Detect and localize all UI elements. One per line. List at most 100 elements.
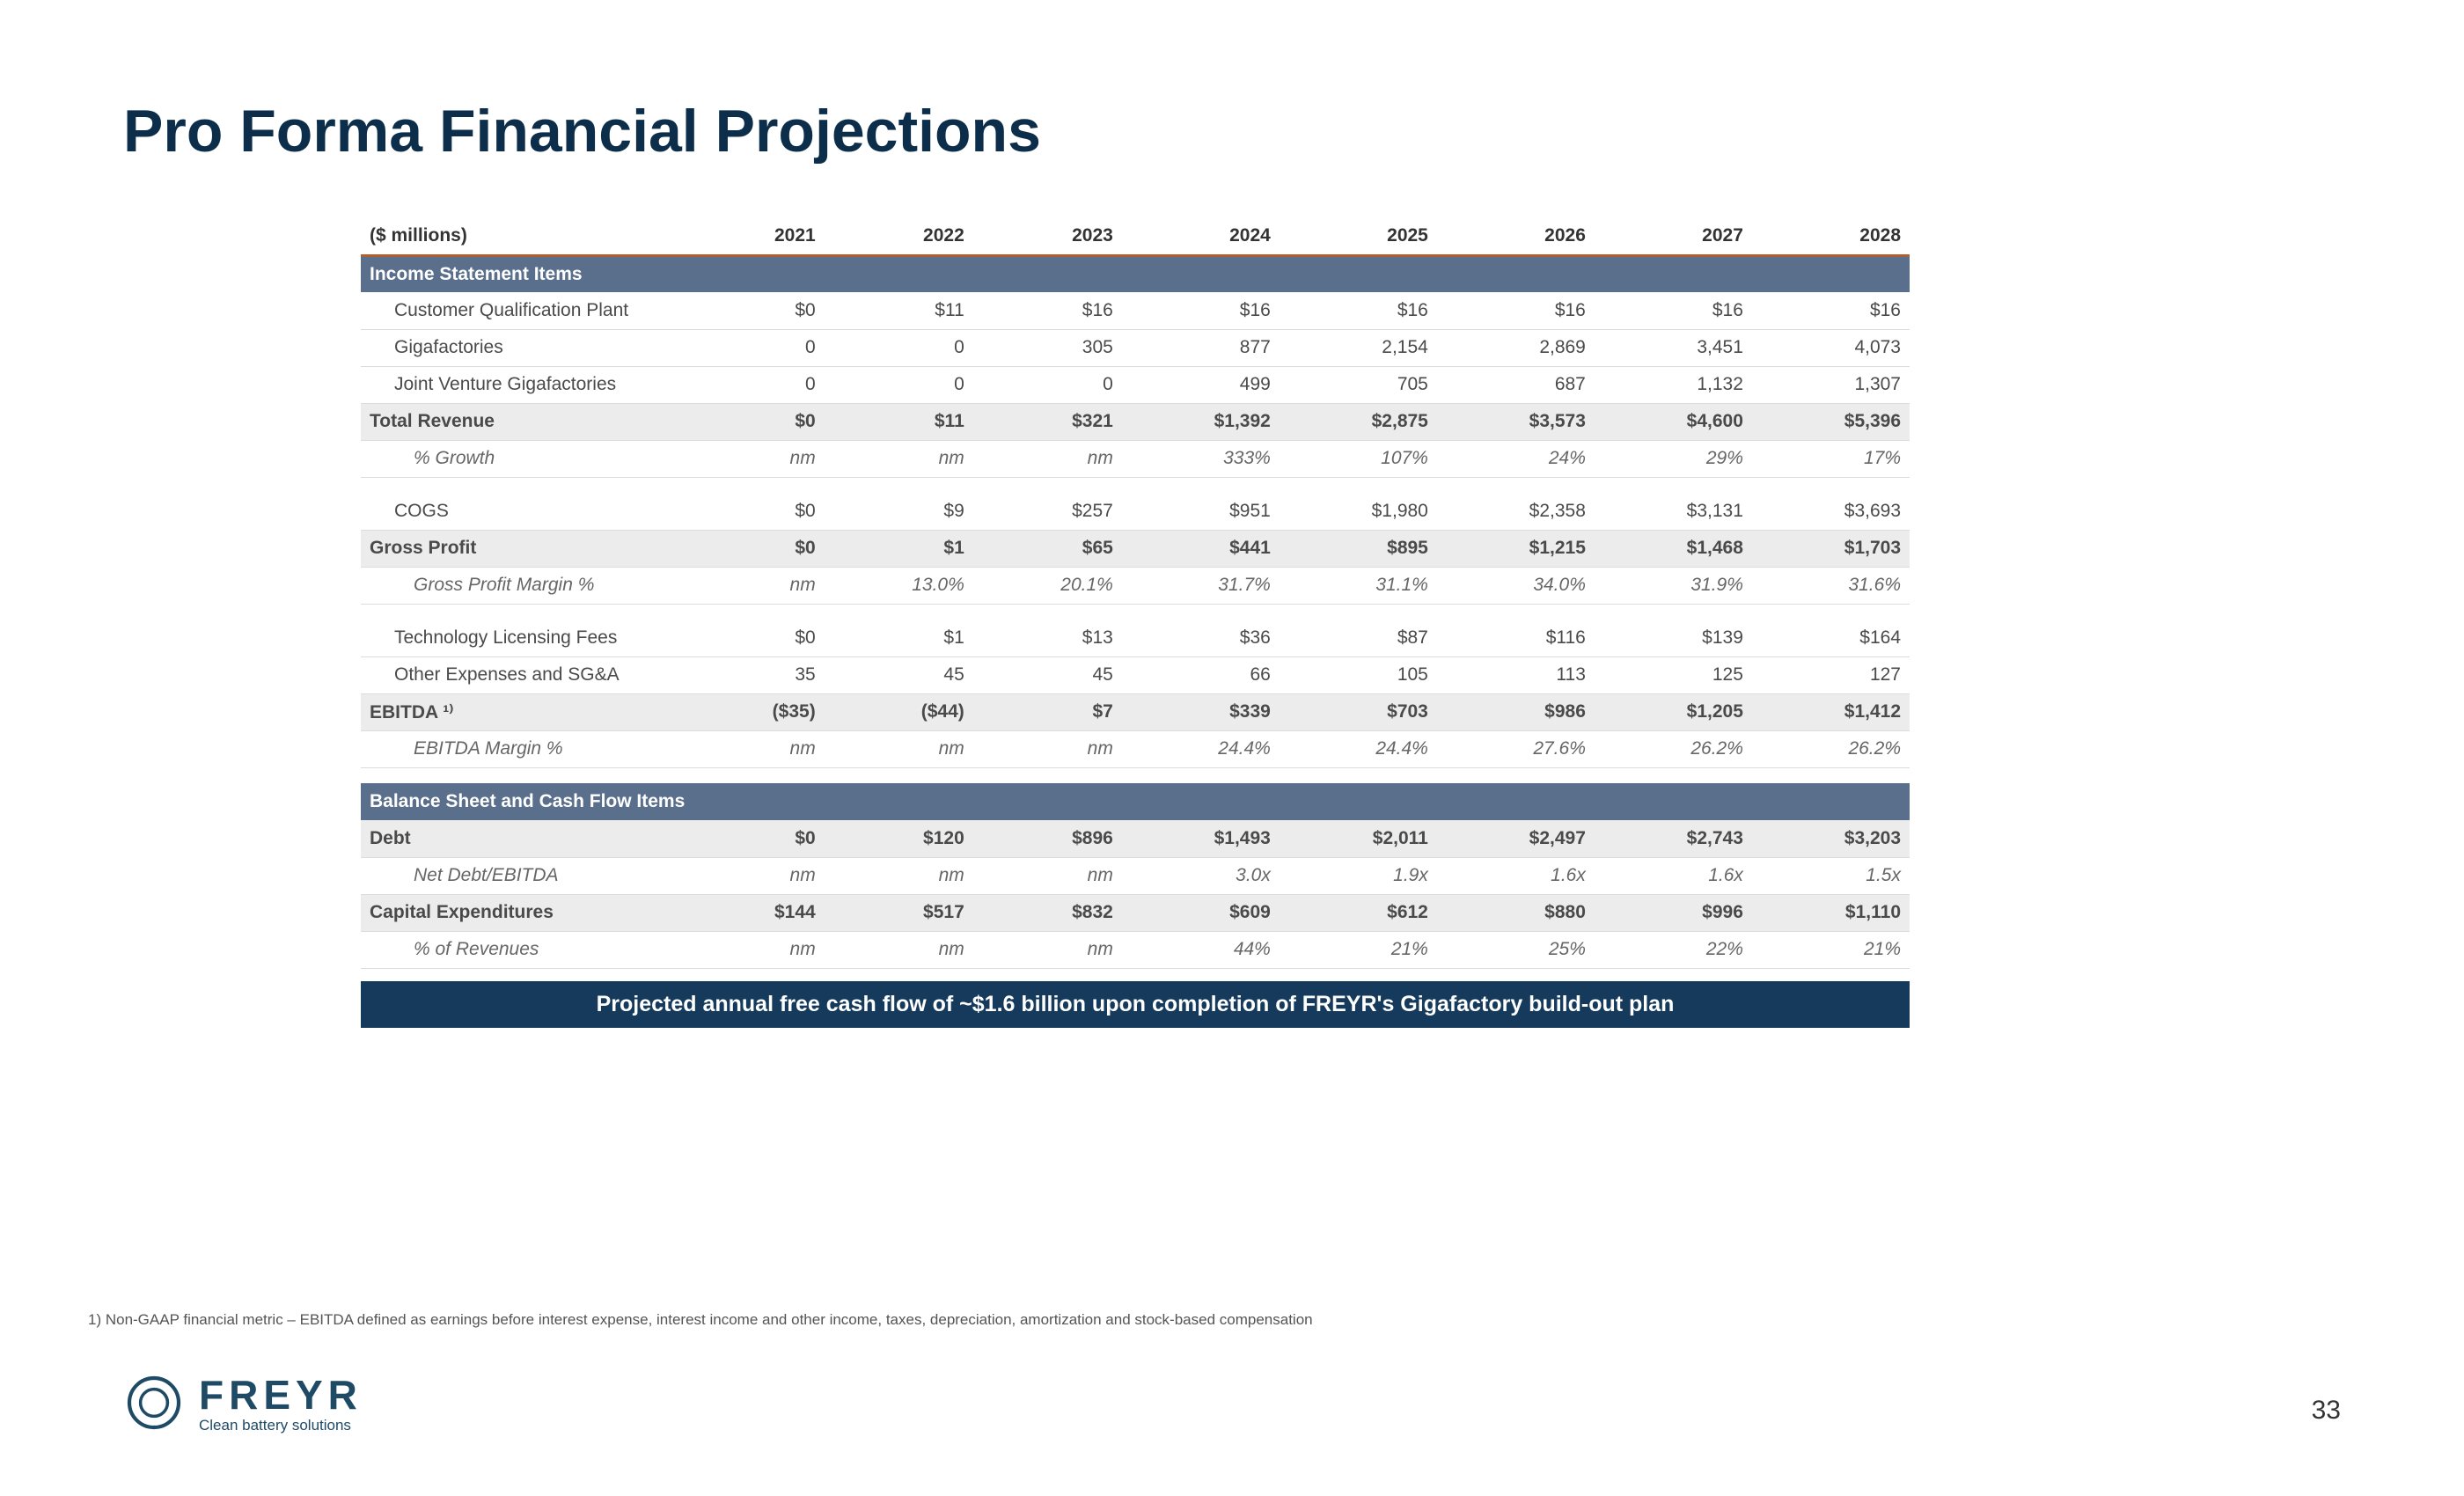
table-row: Joint Venture Gigafactories0004997056871… (361, 366, 1910, 403)
table-row: Balance Sheet and Cash Flow Items (361, 783, 1910, 820)
table-row: Debt$0$120$896$1,493$2,011$2,497$2,743$3… (361, 820, 1910, 857)
data-cell: 35 (695, 656, 825, 693)
data-cell: $65 (973, 530, 1122, 567)
data-cell: $896 (973, 820, 1122, 857)
data-cell: $339 (1122, 693, 1280, 730)
data-cell: 66 (1122, 656, 1280, 693)
data-cell: 4,073 (1752, 329, 1910, 366)
data-cell: 705 (1280, 366, 1437, 403)
row-label: EBITDA ¹⁾ (361, 693, 695, 730)
data-cell: 31.1% (1280, 567, 1437, 604)
row-label: Joint Venture Gigafactories (361, 366, 695, 403)
data-cell: $1,468 (1595, 530, 1752, 567)
data-cell: 107% (1280, 440, 1437, 477)
slide: Pro Forma Financial Projections ($ milli… (0, 0, 2464, 1496)
data-cell: $1,493 (1122, 820, 1280, 857)
data-cell: 25% (1437, 931, 1595, 968)
data-cell: $16 (1437, 292, 1595, 329)
row-label: % of Revenues (361, 931, 695, 968)
data-cell: nm (695, 440, 825, 477)
data-cell: $1,215 (1437, 530, 1595, 567)
data-cell: $144 (695, 894, 825, 931)
data-cell: $703 (1280, 693, 1437, 730)
data-cell: 127 (1752, 656, 1910, 693)
table-row: Technology Licensing Fees$0$1$13$36$87$1… (361, 620, 1910, 656)
logo-subtitle: Clean battery solutions (199, 1417, 363, 1434)
data-cell: $3,203 (1752, 820, 1910, 857)
data-cell: $16 (973, 292, 1122, 329)
table-row: Total Revenue$0$11$321$1,392$2,875$3,573… (361, 403, 1910, 440)
data-cell: 24% (1437, 440, 1595, 477)
section-header-cell: Income Statement Items (361, 255, 1910, 292)
table-header-row: ($ millions) 2021 2022 2023 2024 2025 20… (361, 218, 1910, 255)
data-cell: 45 (825, 656, 973, 693)
data-cell: 13.0% (825, 567, 973, 604)
units-label: ($ millions) (361, 218, 695, 255)
table-row: Income Statement Items (361, 255, 1910, 292)
page-title: Pro Forma Financial Projections (123, 97, 2341, 165)
table-row: Gross Profit$0$1$65$441$895$1,215$1,468$… (361, 530, 1910, 567)
data-cell: 333% (1122, 440, 1280, 477)
data-cell: $2,743 (1595, 820, 1752, 857)
data-cell: $120 (825, 820, 973, 857)
data-cell: 24.4% (1122, 730, 1280, 767)
spacer-cell (361, 477, 1910, 493)
data-cell: $9 (825, 493, 973, 530)
data-cell: $0 (695, 620, 825, 656)
table-row: COGS$0$9$257$951$1,980$2,358$3,131$3,693 (361, 493, 1910, 530)
data-cell: $164 (1752, 620, 1910, 656)
logo-name: FREYR (199, 1371, 363, 1419)
data-cell: $0 (695, 820, 825, 857)
data-cell: 21% (1752, 931, 1910, 968)
data-cell: $1,110 (1752, 894, 1910, 931)
data-cell: 20.1% (973, 567, 1122, 604)
data-cell: 1.9x (1280, 857, 1437, 894)
row-label: Gigafactories (361, 329, 695, 366)
row-label: Net Debt/EBITDA (361, 857, 695, 894)
data-cell: 305 (973, 329, 1122, 366)
data-cell: 0 (825, 366, 973, 403)
data-cell: 1,132 (1595, 366, 1752, 403)
financial-table-container: ($ millions) 2021 2022 2023 2024 2025 20… (361, 218, 1910, 1028)
data-cell: 1.6x (1595, 857, 1752, 894)
data-cell: nm (825, 730, 973, 767)
data-cell: $4,600 (1595, 403, 1752, 440)
row-label: Other Expenses and SG&A (361, 656, 695, 693)
data-cell: $1,392 (1122, 403, 1280, 440)
data-cell: $16 (1122, 292, 1280, 329)
data-cell: $1,980 (1280, 493, 1437, 530)
table-row: % Growthnmnmnm333%107%24%29%17% (361, 440, 1910, 477)
data-cell: $895 (1280, 530, 1437, 567)
data-cell: 877 (1122, 329, 1280, 366)
data-cell: $11 (825, 403, 973, 440)
row-label: Capital Expenditures (361, 894, 695, 931)
data-cell: 22% (1595, 931, 1752, 968)
data-cell: $3,131 (1595, 493, 1752, 530)
data-cell: nm (973, 931, 1122, 968)
data-cell: $11 (825, 292, 973, 329)
data-cell: 31.9% (1595, 567, 1752, 604)
row-label: Total Revenue (361, 403, 695, 440)
year-col: 2024 (1122, 218, 1280, 255)
year-col: 2028 (1752, 218, 1910, 255)
data-cell: 27.6% (1437, 730, 1595, 767)
data-cell: $5,396 (1752, 403, 1910, 440)
data-cell: 125 (1595, 656, 1752, 693)
year-col: 2023 (973, 218, 1122, 255)
data-cell: 21% (1280, 931, 1437, 968)
table-row: EBITDA ¹⁾($35)($44)$7$339$703$986$1,205$… (361, 693, 1910, 730)
section-header-cell: Balance Sheet and Cash Flow Items (361, 783, 1910, 820)
data-cell: 0 (825, 329, 973, 366)
table-row (361, 767, 1910, 783)
data-cell: $880 (1437, 894, 1595, 931)
year-col: 2021 (695, 218, 825, 255)
data-cell: $441 (1122, 530, 1280, 567)
table-row: Other Expenses and SG&A35454566105113125… (361, 656, 1910, 693)
data-cell: $2,358 (1437, 493, 1595, 530)
data-cell: nm (695, 730, 825, 767)
data-cell: $951 (1122, 493, 1280, 530)
data-cell: 1.6x (1437, 857, 1595, 894)
data-cell: $87 (1280, 620, 1437, 656)
row-label: Customer Qualification Plant (361, 292, 695, 329)
data-cell: 499 (1122, 366, 1280, 403)
